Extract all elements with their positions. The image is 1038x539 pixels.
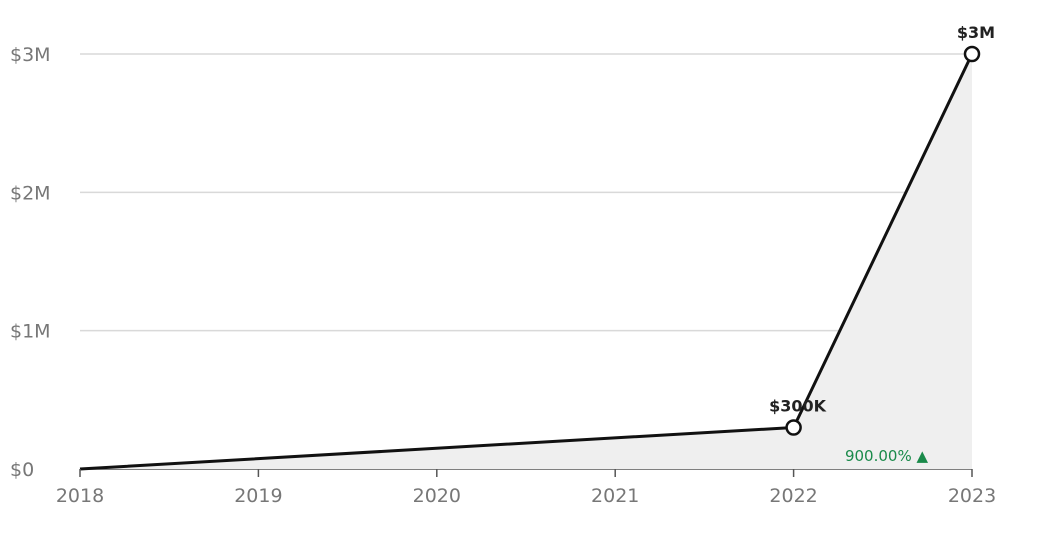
area-fill-shape bbox=[80, 54, 972, 469]
y-tick-label: $1M bbox=[10, 321, 51, 343]
x-tick-label: 2018 bbox=[56, 485, 104, 507]
x-tick-label: 2023 bbox=[948, 485, 996, 507]
data-label: $3M bbox=[957, 23, 995, 42]
data-label: $300K bbox=[769, 397, 827, 416]
growth-annotation: 900.00% ▲ bbox=[845, 447, 929, 465]
x-tick-label: 2020 bbox=[413, 485, 461, 507]
data-labels: $300K $3M bbox=[769, 23, 995, 416]
data-point-marker bbox=[785, 419, 802, 436]
x-tick-label: 2021 bbox=[591, 485, 639, 507]
x-tick-label: 2022 bbox=[769, 485, 817, 507]
y-tick-label: $0 bbox=[10, 459, 34, 481]
y-tick-label: $3M bbox=[10, 44, 51, 66]
data-point-marker bbox=[963, 45, 981, 63]
y-tick-label: $2M bbox=[10, 182, 51, 204]
data-points bbox=[785, 45, 981, 436]
y-axis-ticks: $0 $1M $2M $3M bbox=[10, 44, 51, 481]
x-tick-label: 2019 bbox=[234, 485, 282, 507]
x-axis-ticks: 2018 2019 2020 2021 2022 2023 bbox=[56, 469, 996, 507]
area-fill bbox=[80, 54, 972, 469]
annotations: 900.00% ▲ bbox=[845, 447, 929, 465]
